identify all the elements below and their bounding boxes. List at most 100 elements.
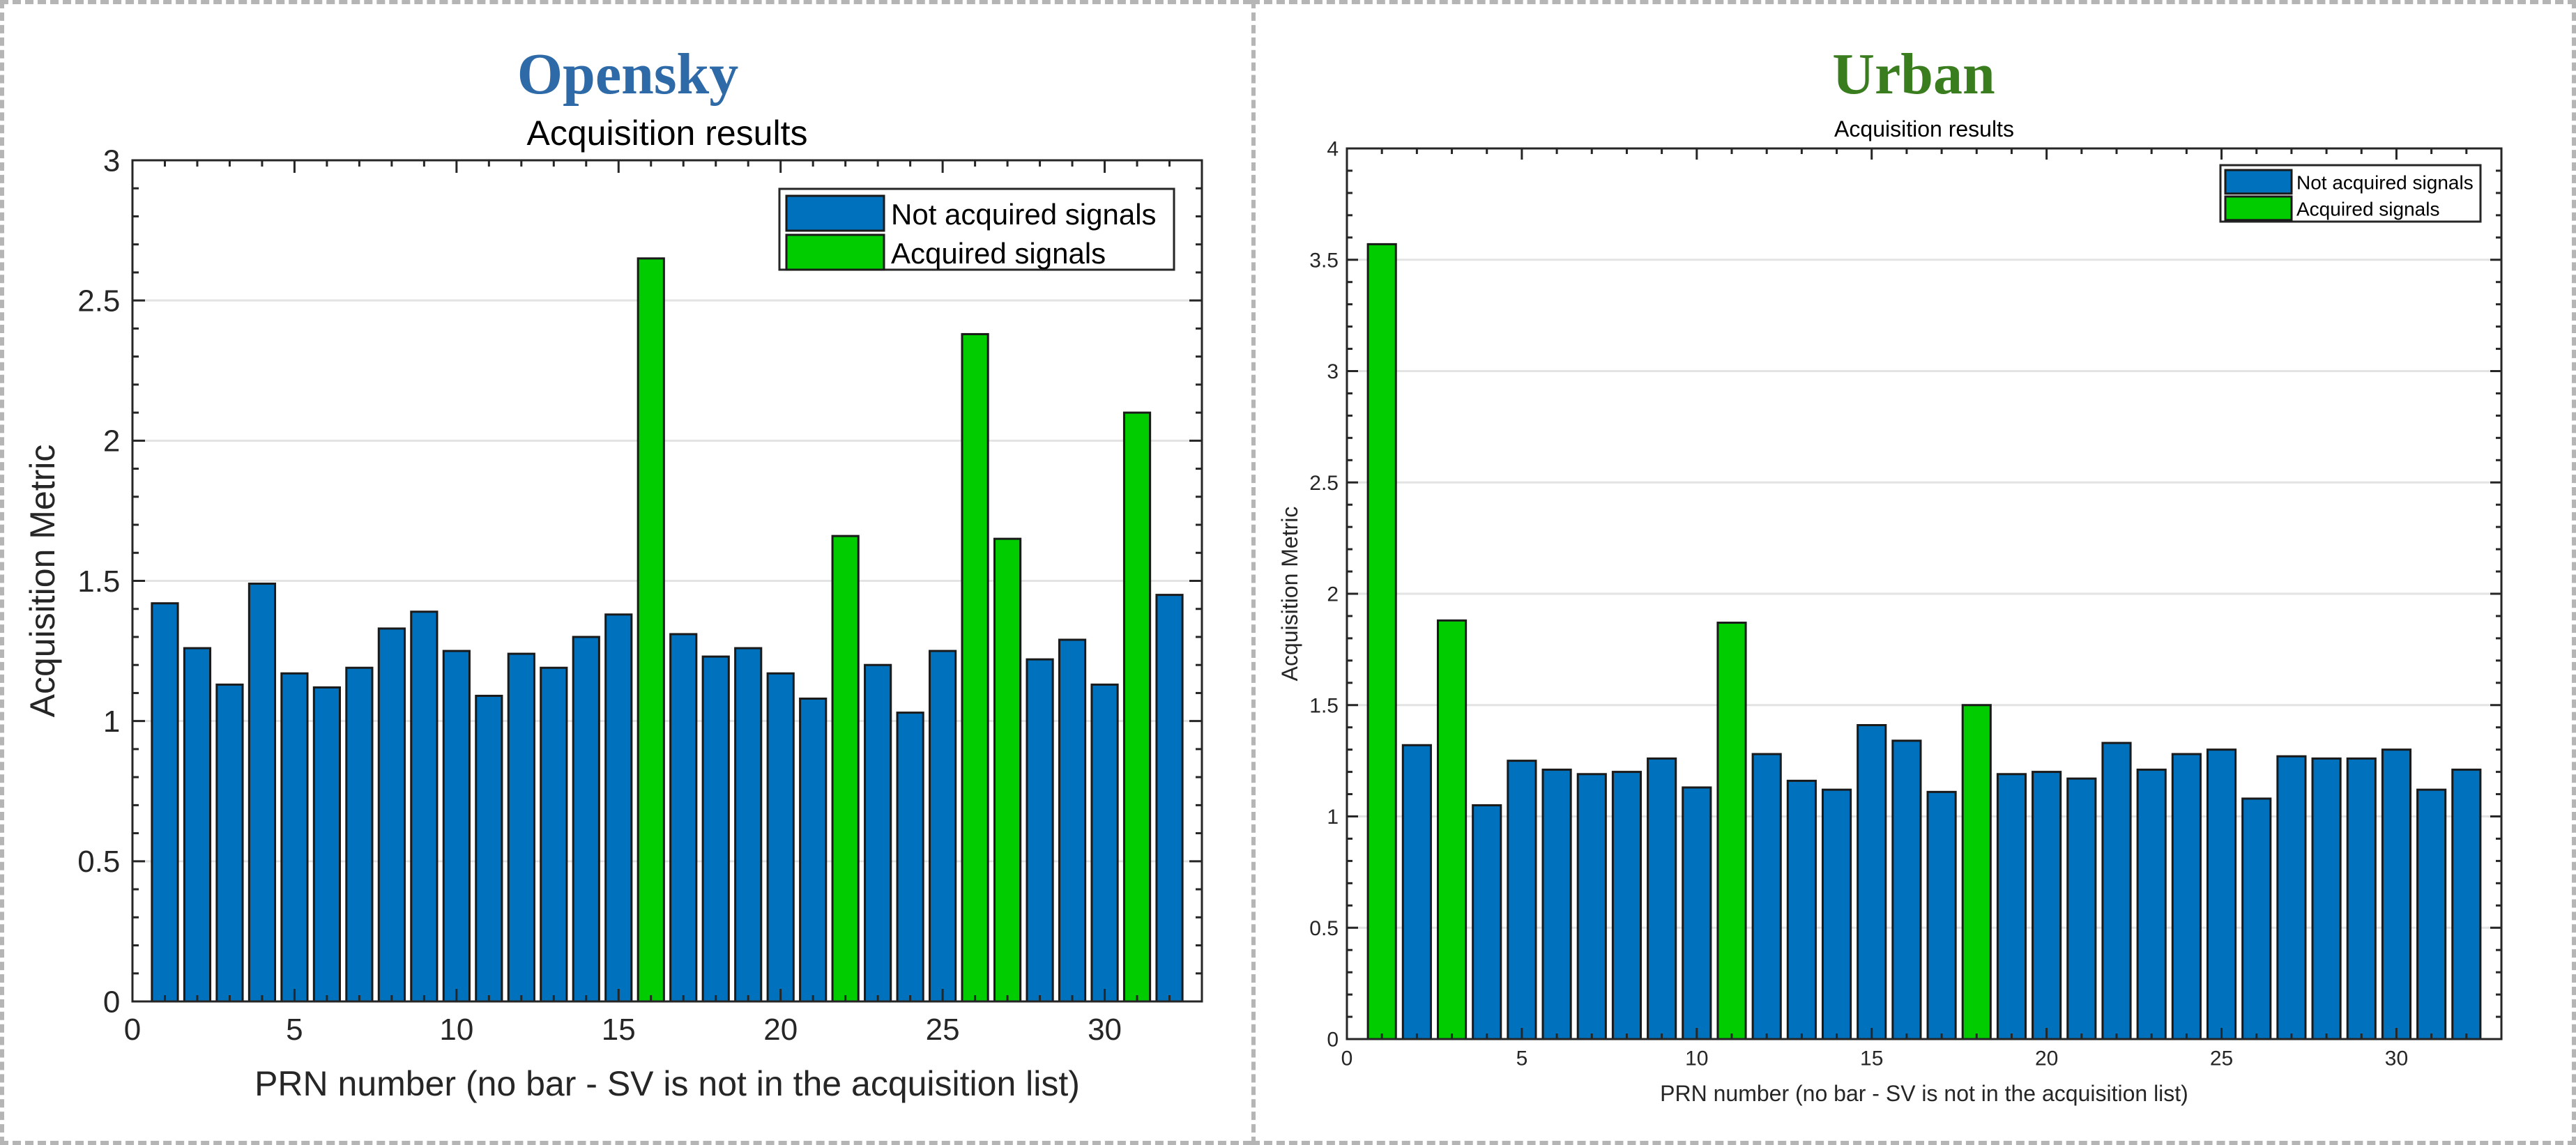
- panel-heading-urban: Urban: [1832, 42, 1995, 107]
- bar-prn-29: [2346, 757, 2377, 1040]
- x-axis-label: PRN number (no bar - SV is not in the ac…: [1660, 1081, 2188, 1106]
- bar-prn-8: [1611, 771, 1643, 1040]
- legend-swatch: [785, 194, 885, 232]
- bar-prn-24: [2171, 753, 2202, 1040]
- x-tick-label: 30: [1088, 1013, 1122, 1047]
- bar-prn-20: [2032, 771, 2062, 1040]
- y-tick-label: 1.5: [1309, 694, 1339, 717]
- bar-prn-2: [1401, 744, 1432, 1040]
- x-tick-label: 20: [763, 1013, 798, 1047]
- bar-prn-14: [572, 636, 600, 1003]
- y-tick-label: 2: [103, 424, 120, 459]
- bar-prn-15: [604, 613, 633, 1003]
- legend-label: Acquired signals: [891, 237, 1106, 270]
- bar-prn-13: [540, 666, 568, 1003]
- y-tick-label: 0: [1327, 1029, 1339, 1052]
- bar-prn-23: [2136, 768, 2167, 1040]
- bar-prn-7: [345, 666, 374, 1003]
- bar-prn-19: [1996, 773, 2027, 1040]
- bar-prn-32: [1155, 594, 1184, 1003]
- bar-prn-4: [247, 583, 277, 1003]
- x-tick-label: 15: [1860, 1047, 1883, 1070]
- x-tick-label: 0: [124, 1013, 141, 1047]
- bar-prn-12: [507, 652, 535, 1003]
- bar-prn-1: [151, 602, 179, 1003]
- bar-prn-26: [961, 332, 989, 1003]
- bar-prn-4: [1472, 804, 1502, 1040]
- y-tick-label: 1: [103, 705, 120, 739]
- bar-prn-14: [1821, 788, 1852, 1040]
- y-tick-label: 1.5: [77, 564, 120, 599]
- y-tick-label: 4: [1327, 138, 1339, 161]
- bar-prn-16: [637, 257, 665, 1003]
- bar-prn-30: [1090, 683, 1119, 1003]
- chart-title: Acquisition results: [527, 114, 808, 153]
- y-tick-label: 2: [1327, 583, 1339, 606]
- bar-prn-3: [215, 683, 244, 1003]
- bar-prn-8: [377, 627, 406, 1003]
- x-tick-label: 10: [439, 1013, 473, 1047]
- y-axis-label: Acquisition Metric: [1277, 507, 1302, 682]
- bar-prn-1: [1366, 243, 1397, 1040]
- y-tick-label: 3.5: [1309, 249, 1339, 272]
- y-tick-label: 0: [103, 985, 120, 1019]
- legend-label: Not acquired signals: [891, 198, 1157, 231]
- bar-prn-10: [1682, 786, 1712, 1040]
- bar-prn-24: [896, 712, 924, 1003]
- y-tick-label: 2.5: [77, 284, 120, 318]
- chart-title: Acquisition results: [1834, 116, 2014, 141]
- panel-heading-opensky: Opensky: [517, 42, 739, 107]
- legend-swatch: [785, 233, 885, 271]
- x-tick-label: 25: [2210, 1047, 2233, 1070]
- bar-prn-10: [442, 650, 471, 1003]
- x-tick-label: 30: [2385, 1047, 2408, 1070]
- bar-prn-25: [929, 650, 957, 1003]
- bar-prn-28: [2311, 757, 2342, 1040]
- panel-opensky: Opensky: [0, 0, 1251, 1145]
- chart-urban: 0 5 10 15 20 25 30 0 0.5 1 1.5 2 2.5 3 3.5 4 Acquisition…: [1277, 116, 2503, 1106]
- bar-prn-11: [1716, 622, 1747, 1040]
- x-tick-label: 5: [1516, 1047, 1528, 1070]
- bar-prn-27: [993, 537, 1022, 1003]
- legend-swatch: [2224, 195, 2293, 222]
- bar-prn-32: [2451, 768, 2482, 1040]
- bar-prn-21: [799, 697, 828, 1003]
- bar-prn-22: [831, 535, 860, 1003]
- bar-prn-17: [1926, 790, 1957, 1040]
- bar-prn-3: [1436, 619, 1468, 1040]
- y-tick-label: 2.5: [1309, 472, 1339, 495]
- x-tick-label: 0: [1341, 1047, 1353, 1070]
- chart-opensky: 0 5 10 15 20 25 30 0 0.5 1 1.5 2 2.5 3 Acquisition res…: [23, 114, 1203, 1103]
- bar-prn-5: [1507, 760, 1537, 1040]
- x-tick-label: 15: [602, 1013, 636, 1047]
- y-tick-label: 1: [1327, 806, 1339, 829]
- bar-prn-17: [669, 633, 698, 1003]
- x-tick-label: 20: [2035, 1047, 2058, 1070]
- y-tick-label: 0.5: [77, 845, 120, 879]
- bar-prn-25: [2206, 748, 2237, 1040]
- bar-prn-23: [864, 663, 892, 1003]
- bar-prn-9: [1647, 757, 1677, 1040]
- bar-prn-30: [2381, 748, 2412, 1040]
- bar-prn-27: [2276, 755, 2307, 1040]
- x-axis-label: PRN number (no bar - SV is not in the ac…: [254, 1064, 1080, 1103]
- bar-prn-31: [2416, 788, 2447, 1040]
- panel-urban: Urban: [1251, 0, 2576, 1145]
- bar-prn-21: [2066, 777, 2097, 1040]
- bar-prn-18: [701, 655, 730, 1003]
- y-tick-label: 3: [103, 144, 120, 178]
- bar-prn-2: [183, 647, 212, 1003]
- legend-label: Acquired signals: [2296, 199, 2439, 220]
- bar-prn-6: [312, 686, 342, 1003]
- bar-prn-15: [1857, 724, 1887, 1040]
- bar-prn-31: [1122, 411, 1152, 1003]
- bar-prn-16: [1891, 739, 1922, 1040]
- bar-prn-13: [1786, 779, 1817, 1040]
- bar-prn-9: [410, 610, 439, 1003]
- legend-label: Not acquired signals: [2296, 172, 2474, 194]
- bar-prn-22: [2101, 741, 2132, 1040]
- bar-prn-12: [1751, 753, 1782, 1040]
- bar-prn-5: [280, 672, 309, 1003]
- x-tick-label: 5: [286, 1013, 303, 1047]
- bar-prn-7: [1576, 773, 1607, 1040]
